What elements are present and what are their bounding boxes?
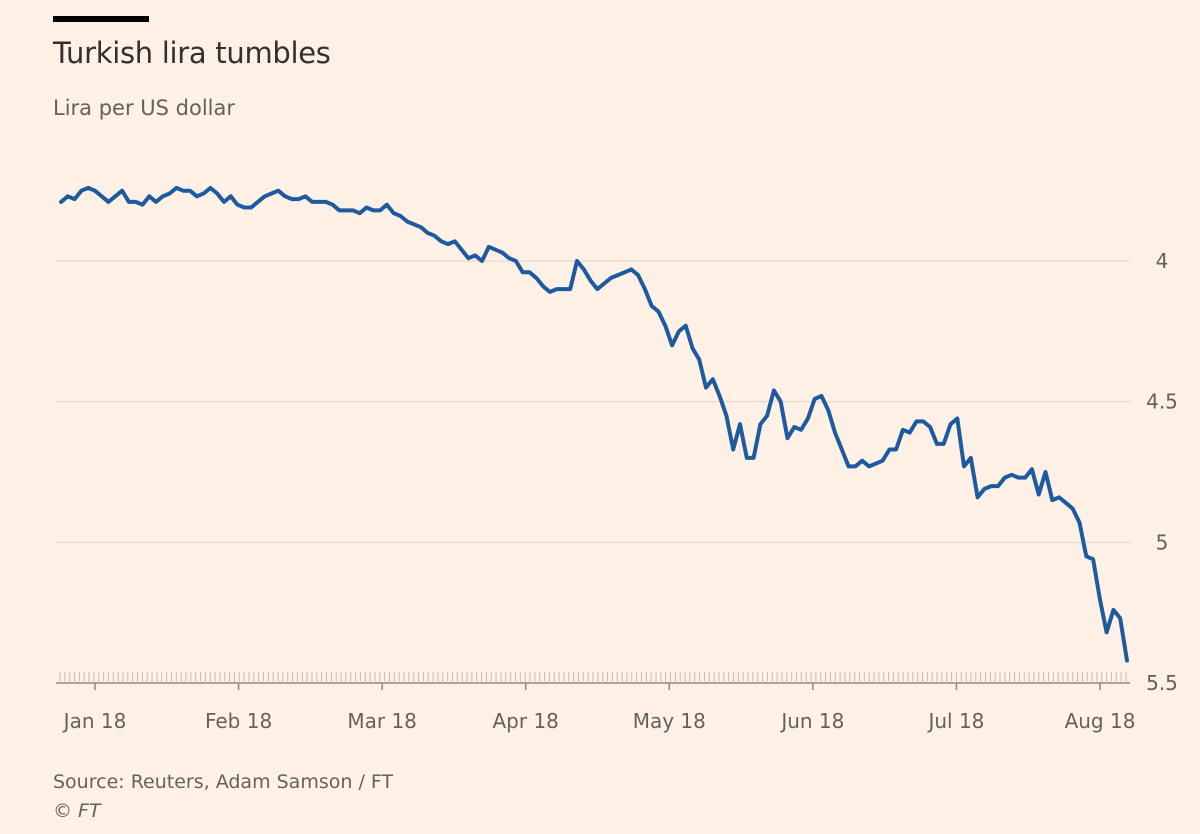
y-tick-label: 4.5 [1146,390,1178,414]
x-tick-label: Jan 18 [62,709,127,733]
x-tick-label: Mar 18 [347,709,417,733]
chart-subtitle: Lira per US dollar [53,96,235,120]
x-tick-label: Aug 18 [1065,709,1136,733]
y-tick-label: 5.5 [1146,671,1178,695]
x-tick-label: Jun 18 [779,709,844,733]
title-accent-bar [53,16,149,22]
copyright-note: © FT [53,800,101,822]
y-tick-label: 5 [1156,530,1169,554]
x-tick-label: Apr 18 [493,709,559,733]
x-tick-label: Jul 18 [926,709,984,733]
chart-title: Turkish lira tumbles [53,36,331,70]
x-tick-label: May 18 [633,709,706,733]
x-tick-label: Feb 18 [205,709,272,733]
y-tick-label: 4 [1156,249,1169,273]
source-note: Source: Reuters, Adam Samson / FT [53,771,394,793]
series-line [59,185,1129,663]
